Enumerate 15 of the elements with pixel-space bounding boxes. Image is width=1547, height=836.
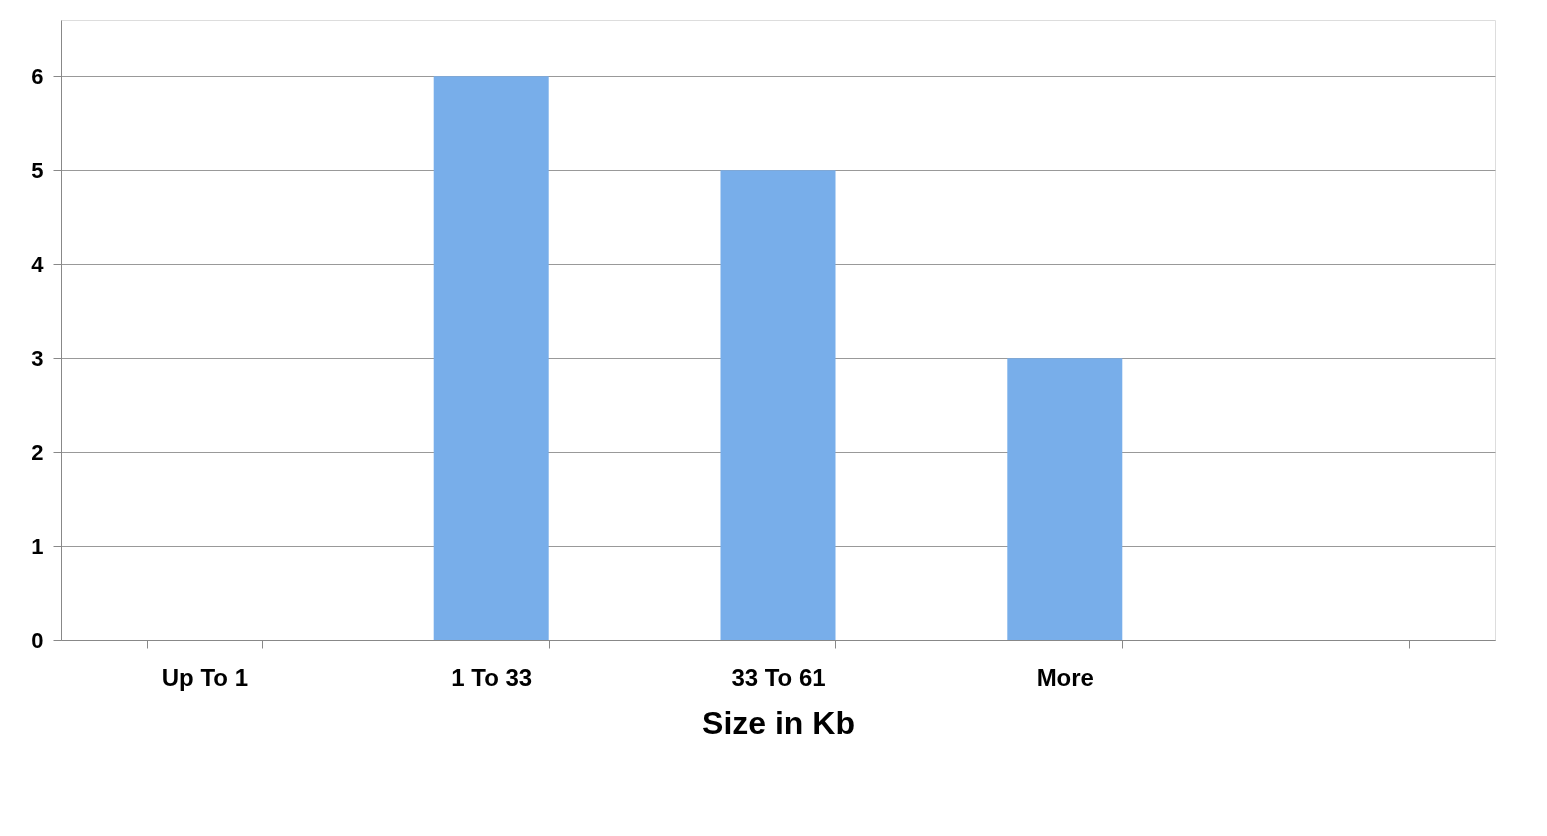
y-tick-label: 0	[31, 627, 44, 653]
x-tick-label: 1 To 33	[451, 663, 533, 691]
x-tick-label: Up To 1	[161, 663, 249, 691]
y-tick-label: 1	[31, 533, 44, 559]
y-tick-label: 4	[31, 251, 45, 277]
y-tick-label: 3	[31, 345, 44, 371]
bar	[433, 76, 549, 640]
y-tick-label: 6	[31, 63, 44, 89]
x-tick-label: More	[1036, 663, 1094, 691]
x-tick-label: 33 To 61	[731, 663, 826, 691]
x-axis-title: Size in Kb	[702, 704, 855, 741]
bar	[1007, 358, 1123, 640]
y-tick-label: 5	[31, 157, 44, 183]
y-tick-label: 2	[31, 439, 44, 465]
bar	[720, 170, 836, 640]
